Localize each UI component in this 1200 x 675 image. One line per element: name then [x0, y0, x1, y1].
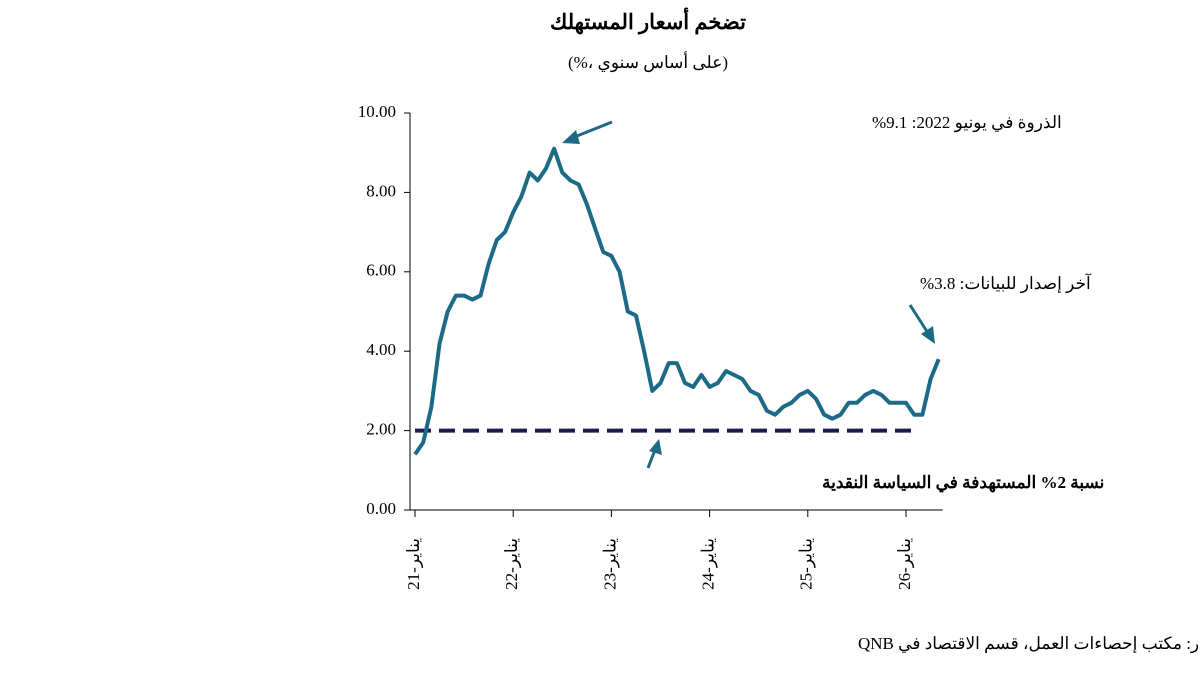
target-annotation: نسبة 2% المستهدفة في السياسة النقدية: [822, 473, 1104, 493]
arrows: [562, 120, 935, 469]
arrowhead: [562, 130, 580, 144]
arrowhead: [921, 326, 935, 344]
source: المصدر: مكتب إحصاءات العمل، قسم الاقتصاد…: [858, 634, 1200, 654]
y-tick-label: 2.00: [366, 420, 396, 439]
y-tick-label: 6.00: [366, 261, 396, 280]
y-tick-label: 10.00: [358, 102, 396, 121]
arrowhead: [649, 439, 662, 455]
chart-title: تضخم أسعار المستهلك: [550, 7, 746, 35]
x-tick-label: يناير-25: [797, 538, 817, 590]
x-tick-label: يناير-26: [895, 538, 915, 590]
y-tick-label: 0.00: [366, 499, 396, 518]
y-tick-label: 8.00: [366, 181, 396, 200]
chart-subtitle: (%، على أساس سنوي): [568, 51, 728, 73]
x-tick-label: يناير-24: [699, 538, 719, 590]
latest-annotation: آخر إصدار للبيانات: 3.8%: [920, 272, 1092, 294]
y-tick-label: 4.00: [366, 340, 396, 359]
x-tick-label: يناير-23: [600, 538, 620, 590]
x-tick-label: يناير-22: [502, 538, 522, 590]
peak-annotation: الذروة في يونيو 2022: 9.1%: [872, 113, 1062, 133]
arrow: [908, 304, 930, 334]
x-tick-label: يناير-21: [404, 538, 424, 590]
data-line: [413, 146, 941, 456]
arrow: [571, 120, 613, 140]
arrow: [646, 449, 657, 469]
